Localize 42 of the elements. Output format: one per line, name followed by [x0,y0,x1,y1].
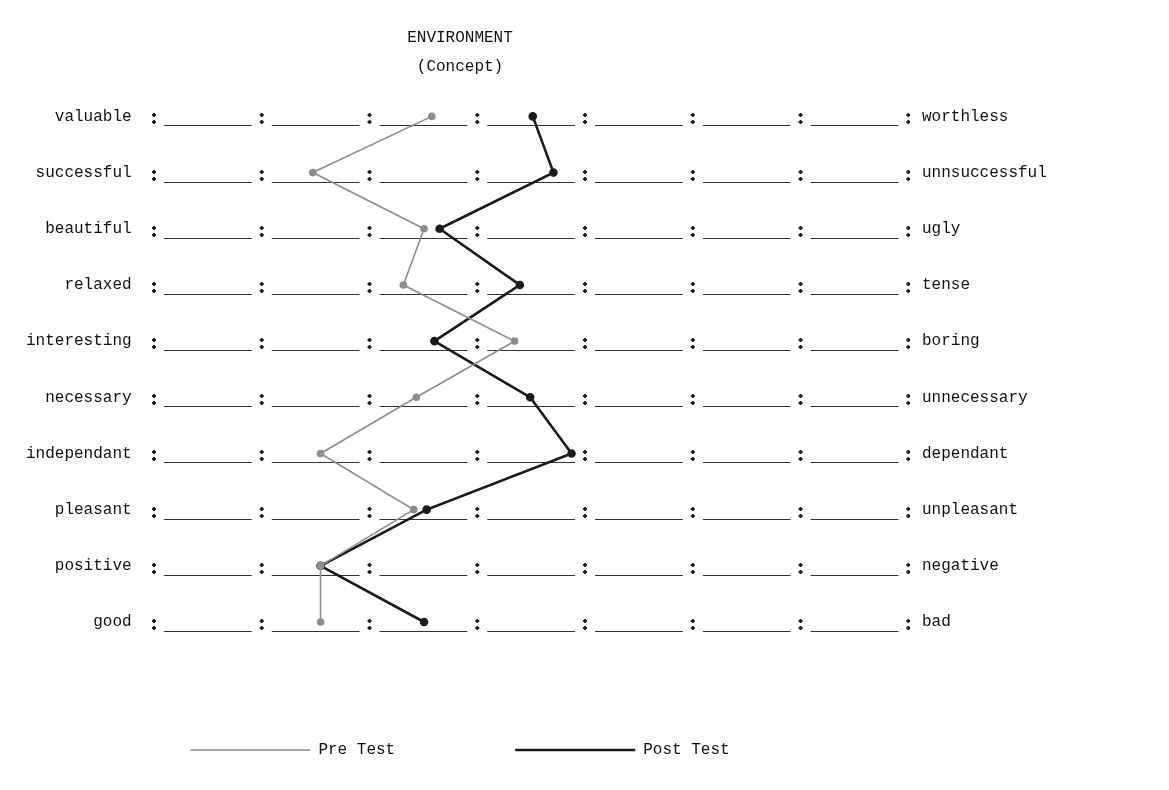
y-tick-label: relaxed [64,276,132,295]
point [308,168,317,177]
point [515,280,525,290]
point [510,337,519,345]
y-tick-label: positive [54,557,132,576]
point [419,617,429,627]
point [528,112,538,121]
text: unpleasant [922,500,1019,519]
point [420,224,428,233]
text: tense [922,276,971,295]
text: unnecessary [922,388,1029,407]
point [435,224,444,234]
point [316,618,325,626]
text: unnsuccessful [922,163,1047,182]
chart-subtitle: (Concept) [416,58,504,77]
y-tick-label: valuable [54,107,132,126]
point [549,168,558,177]
chart-title: ENVIRONMENT [407,28,513,47]
y-tick-label: successful [35,163,132,182]
point [525,392,535,402]
y-tick-label: independant [25,444,132,463]
point [412,393,421,402]
text: ugly [922,219,961,238]
point [567,449,576,458]
text: worthless [922,107,1009,126]
point [399,281,408,289]
text: Pre Test [318,741,396,760]
y-tick-label: interesting [25,332,132,351]
text: dependant [922,444,1009,463]
point [409,505,418,514]
text: boring [922,332,980,351]
text: negative [922,557,999,576]
y-tick-label: necessary [45,388,133,407]
point [430,336,439,346]
point [422,505,431,514]
point [316,449,325,458]
y-tick-label: good [93,613,132,632]
y-tick-label: beautiful [45,219,132,238]
y-tick-label: pleasant [54,500,132,519]
text: Post Test [643,741,730,760]
point [428,112,436,121]
text: bad [922,613,951,632]
